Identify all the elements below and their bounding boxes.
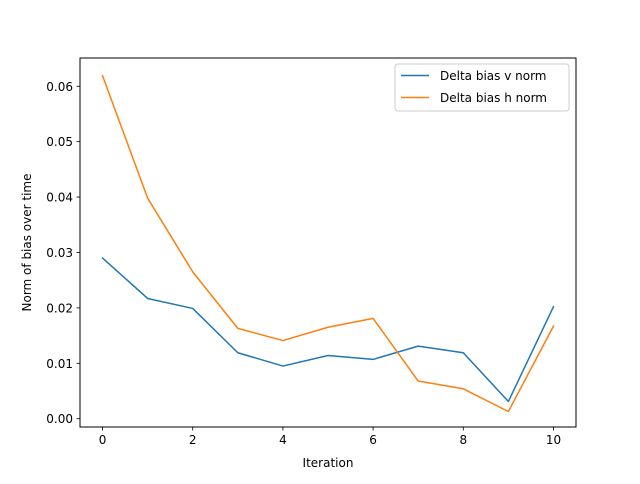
x-tick-label: 0 [99,433,107,447]
legend-label-2: Delta bias h norm [440,91,547,105]
legend-box [394,63,570,112]
x-tick-label: 4 [279,433,287,447]
legend: Delta bias v norm Delta bias h norm [394,63,570,112]
x-axis-label: Iteration [303,456,354,470]
plot-lines [101,74,555,413]
y-tick-label: 0.04 [46,191,73,205]
y-tick-label: 0.05 [46,135,73,149]
x-axis-ticks: 0 2 4 6 8 10 [99,427,561,447]
y-axis-ticks: 0.00 0.01 0.02 0.03 0.04 0.05 0.06 [46,80,80,426]
y-tick-label: 0.02 [46,301,73,315]
y-tick-label: 0.06 [46,80,73,94]
x-tick-label: 8 [459,433,467,447]
series-line-2 [101,74,555,413]
y-tick-label: 0.00 [46,412,73,426]
series-line-1 [101,256,555,403]
x-tick-label: 2 [189,433,197,447]
legend-label-1: Delta bias v norm [440,69,546,83]
y-tick-label: 0.03 [46,246,73,260]
y-axis-label: Norm of bias over time [20,174,34,312]
y-tick-label: 0.01 [46,357,73,371]
x-tick-label: 6 [369,433,377,447]
x-tick-label: 10 [546,433,561,447]
plot-frame [79,57,577,428]
